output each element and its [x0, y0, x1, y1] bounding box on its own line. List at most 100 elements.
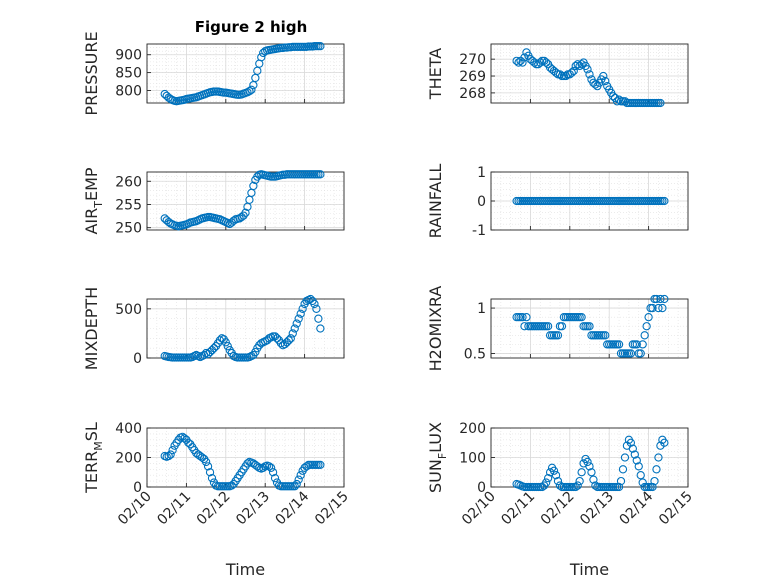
- y-tick-label: 400: [115, 421, 142, 437]
- data-point: [302, 462, 311, 471]
- data-point: [312, 304, 321, 313]
- data-point: [268, 468, 278, 477]
- data-point: [549, 466, 559, 475]
- data-point: [656, 294, 665, 304]
- data-point: [638, 340, 647, 349]
- axes-box: [490, 43, 689, 104]
- y-axis-label-main: THETA: [426, 48, 445, 100]
- data-point: [253, 462, 262, 471]
- data-point: [650, 476, 659, 486]
- data-point: [542, 478, 551, 487]
- y-axis-label: H2OMIXRA: [426, 286, 445, 372]
- data-point: [660, 438, 669, 447]
- data-point: [518, 58, 527, 67]
- axes-box: [146, 171, 345, 231]
- x-tick-label: 02/14: [617, 488, 657, 528]
- y-axis-label-subscript: F: [436, 453, 449, 459]
- data-point: [660, 196, 669, 206]
- x-tick-label: 02/15: [656, 489, 696, 529]
- data-point: [553, 331, 563, 340]
- data-point: [601, 76, 610, 86]
- data-point: [286, 334, 295, 343]
- data-point: [253, 66, 262, 75]
- data-point: [272, 334, 282, 343]
- data-point: [247, 188, 256, 198]
- data-point: [626, 438, 636, 447]
- y-axis-label-main: PRESSURE: [82, 31, 101, 115]
- data-point: [575, 476, 584, 486]
- data-point: [577, 313, 586, 322]
- y-tick-label: -1: [472, 223, 486, 239]
- data-point: [522, 313, 531, 322]
- data-point: [628, 444, 637, 453]
- data-point: [207, 345, 217, 355]
- data-point: [571, 61, 580, 71]
- x-axis-label: Time: [569, 560, 609, 579]
- data-point: [166, 450, 175, 459]
- y-tick-label: 0: [133, 480, 142, 496]
- data-point: [585, 462, 594, 471]
- data-point: [599, 71, 608, 81]
- data-point: [644, 313, 653, 322]
- data-point: [164, 451, 173, 461]
- y-axis-label-subscript: T: [92, 201, 105, 209]
- data-point: [245, 87, 254, 96]
- data-point: [636, 471, 645, 480]
- y-tick-label: 260: [115, 174, 142, 190]
- data-point: [571, 482, 580, 492]
- data-point: [292, 479, 301, 489]
- y-axis-label-tail: EMP: [82, 167, 101, 201]
- y-axis-label-main: MIXDEPTH: [82, 287, 101, 370]
- subplot-rainfall: -1 0 1 RAINFALL: [426, 164, 689, 239]
- y-tick-label: 0: [477, 194, 486, 210]
- y-axis-label: AIRTEMP: [82, 167, 105, 234]
- minor-grid: [490, 44, 689, 104]
- data-point: [514, 58, 523, 67]
- y-axis-label-main: SUN: [426, 459, 445, 493]
- data-point: [542, 58, 551, 67]
- data-point: [290, 324, 299, 333]
- data-point: [567, 68, 576, 77]
- axes-box: [490, 298, 689, 359]
- y-tick-label: 0: [133, 351, 142, 367]
- data-point: [583, 457, 592, 467]
- y-axis-label-tail: LUX: [426, 422, 445, 453]
- data-point: [294, 314, 303, 323]
- data-point: [310, 299, 319, 309]
- data-series: [512, 48, 665, 108]
- data-point: [658, 303, 667, 313]
- data-point: [569, 66, 578, 76]
- data-point: [536, 58, 545, 67]
- data-point: [591, 80, 600, 89]
- y-axis-label-main: H2OMIXRA: [426, 286, 445, 372]
- data-series: [160, 41, 325, 106]
- data-point: [587, 468, 596, 477]
- y-axis-label: TERRMSL: [82, 422, 105, 494]
- data-point: [648, 303, 657, 313]
- subplot-air: 250 255 260 AIRTEMP: [82, 167, 345, 237]
- y-axis-label-main: AIR: [82, 208, 101, 235]
- x-tick-label: 02/12: [194, 489, 234, 529]
- data-point: [296, 471, 305, 480]
- data-point: [205, 468, 215, 477]
- x-tick-label: 02/13: [577, 489, 617, 529]
- major-grid: [490, 44, 689, 103]
- data-point: [512, 56, 521, 66]
- data-point: [247, 85, 256, 94]
- y-axis-label: MIXDEPTH: [82, 287, 101, 370]
- data-point: [553, 476, 563, 486]
- data-point: [543, 473, 553, 483]
- data-point: [203, 462, 213, 471]
- y-tick-label: 1: [477, 165, 486, 181]
- major-grid: [490, 427, 689, 488]
- x-tick-label: 02/15: [312, 489, 352, 529]
- y-tick-label: 269: [459, 69, 486, 85]
- data-point: [249, 80, 258, 90]
- data-point: [652, 465, 661, 474]
- y-axis-label: THETA: [426, 48, 445, 100]
- x-axis-label: Time: [225, 560, 265, 579]
- data-point: [284, 336, 293, 345]
